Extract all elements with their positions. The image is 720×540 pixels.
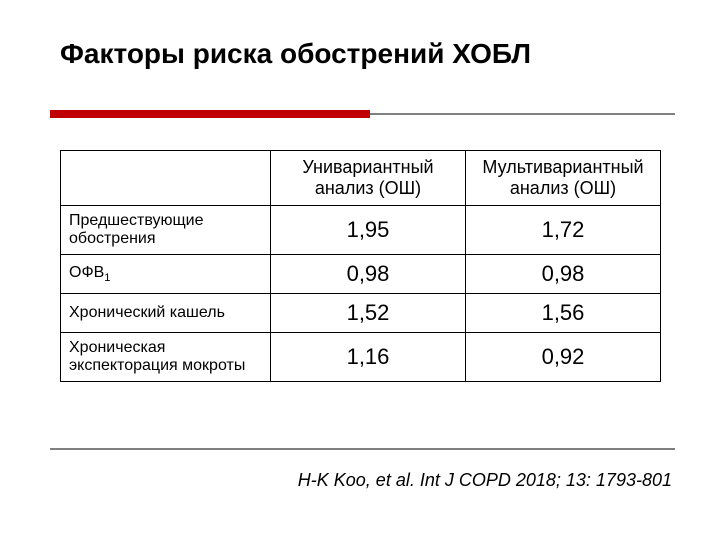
row-label: Предшествующие обострения — [61, 206, 271, 255]
cell-value: 1,56 — [466, 294, 661, 333]
table-row: ОФВ1 0,98 0,98 — [61, 255, 661, 294]
slide-title: Факторы риска обострений ХОБЛ — [60, 38, 531, 70]
title-underline-red — [50, 110, 370, 118]
citation: H-K Koo, et al. Int J COPD 2018; 13: 179… — [298, 470, 672, 491]
cell-value: 1,16 — [271, 333, 466, 382]
risk-factors-table: Унивариантный анализ (ОШ) Мультивариантн… — [60, 150, 661, 382]
cell-value: 1,95 — [271, 206, 466, 255]
slide: Факторы риска обострений ХОБЛ Унивариант… — [0, 0, 720, 540]
col-header-univariate: Унивариантный анализ (ОШ) — [271, 151, 466, 206]
col-header-multivariate: Мультивариантный анализ (ОШ) — [466, 151, 661, 206]
cell-value: 0,98 — [466, 255, 661, 294]
row-label: ОФВ1 — [61, 255, 271, 294]
table-row: Хронический кашель 1,52 1,56 — [61, 294, 661, 333]
row-label: Хроническая экспекторация мокроты — [61, 333, 271, 382]
cell-value: 1,72 — [466, 206, 661, 255]
cell-value: 1,52 — [271, 294, 466, 333]
title-underline-gray — [370, 113, 675, 115]
col-header-empty — [61, 151, 271, 206]
footer-rule — [50, 448, 675, 450]
cell-value: 0,92 — [466, 333, 661, 382]
cell-value: 0,98 — [271, 255, 466, 294]
table-row: Предшествующие обострения 1,95 1,72 — [61, 206, 661, 255]
table-row: Хроническая экспекторация мокроты 1,16 0… — [61, 333, 661, 382]
risk-factors-table-container: Унивариантный анализ (ОШ) Мультивариантн… — [60, 150, 660, 382]
table-header-row: Унивариантный анализ (ОШ) Мультивариантн… — [61, 151, 661, 206]
row-label: Хронический кашель — [61, 294, 271, 333]
